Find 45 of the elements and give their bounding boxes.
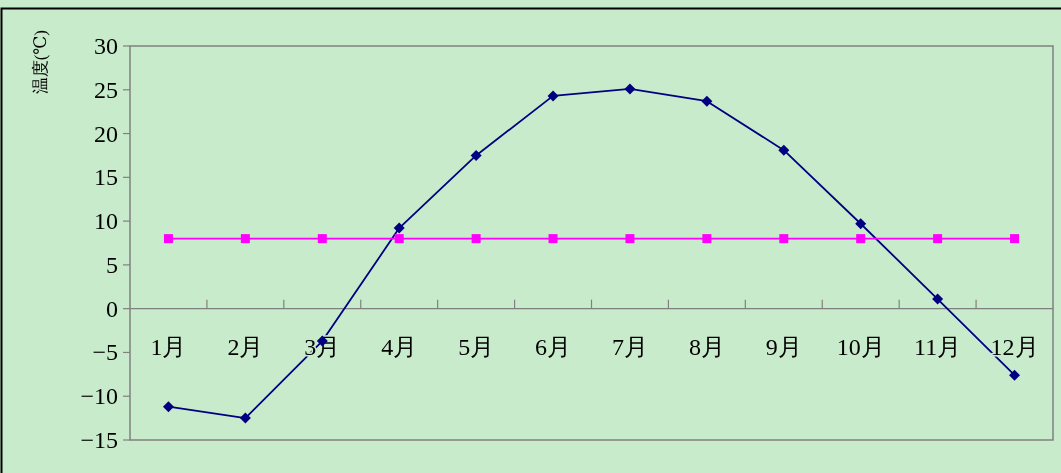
point	[855, 218, 867, 230]
point	[317, 234, 327, 244]
point	[162, 401, 174, 413]
x-tick-label: 1月	[150, 333, 187, 360]
point	[547, 90, 559, 102]
x-tick-label: 4月	[381, 333, 418, 360]
y-tick-label: 10	[94, 208, 118, 235]
point	[701, 95, 713, 107]
point	[778, 144, 790, 156]
x-tick-label: 5月	[458, 333, 495, 360]
point	[1009, 369, 1021, 381]
x-tick-label: 6月	[535, 333, 572, 360]
x-tick-label: 8月	[688, 333, 725, 360]
y-tick-label: −5	[92, 339, 118, 366]
point	[702, 234, 712, 244]
y-tick-label: 15	[94, 164, 118, 191]
x-tick-label: 2月	[227, 333, 264, 360]
y-tick-label: −15	[80, 427, 118, 453]
point	[624, 83, 636, 95]
point	[394, 234, 404, 244]
x-tick-label: 7月	[611, 333, 648, 360]
y-tick-label: 20	[94, 120, 118, 147]
point	[470, 149, 482, 161]
x-tick-label: 10月	[836, 333, 885, 360]
x-tick-label: 11月	[914, 333, 962, 360]
x-tick-label: 12月	[990, 333, 1039, 360]
y-tick-label: 30	[94, 33, 118, 59]
point	[240, 234, 250, 244]
point	[163, 234, 173, 244]
y-tick-label: 0	[106, 295, 118, 322]
point	[1010, 234, 1020, 244]
point	[779, 234, 789, 244]
point	[548, 234, 558, 244]
point	[932, 293, 944, 305]
point	[933, 234, 943, 244]
point	[239, 412, 251, 424]
point	[471, 234, 481, 244]
y-tick-label: −10	[80, 383, 118, 410]
point	[856, 234, 866, 244]
y-axis-title: 温度(℃)	[31, 30, 50, 95]
point	[393, 222, 405, 234]
y-tick-label: 25	[94, 76, 118, 103]
x-tick-label: 9月	[765, 333, 802, 360]
y-tick-label: 5	[106, 251, 118, 278]
point	[625, 234, 635, 244]
